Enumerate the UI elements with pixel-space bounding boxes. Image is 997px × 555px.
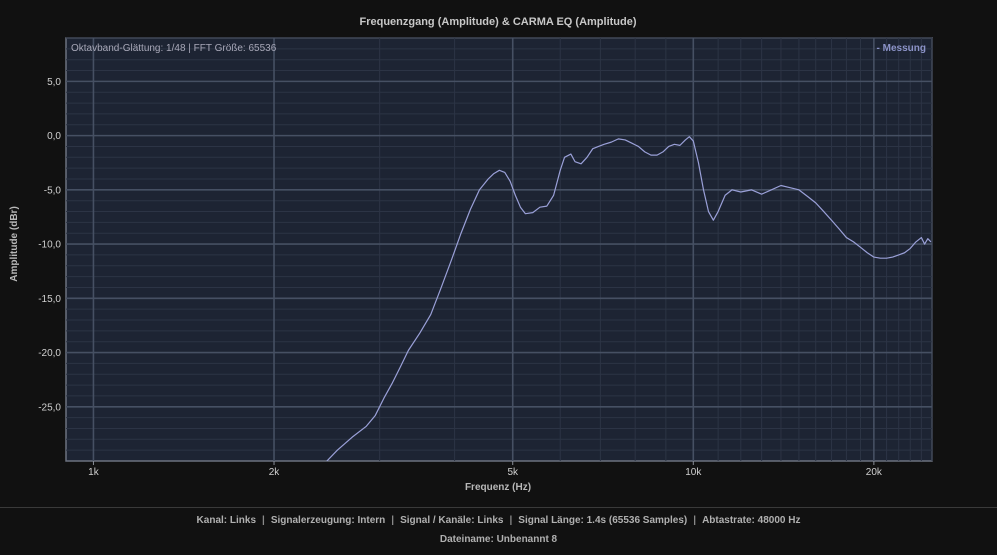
status-signal-channels: Signal / Kanäle: Links	[400, 515, 504, 526]
x-tick-label: 5k	[507, 467, 519, 478]
status-signal-generation: Signalerzeugung: Intern	[270, 515, 386, 526]
y-tick-label: 5,0	[47, 77, 61, 88]
y-axis-ticks: 5,0 0,0 -5,0 -10,0 -15,0 -20,0 -25,0	[38, 77, 61, 413]
frequency-response-chart: Frequenzgang (Amplitude) & CARMA EQ (Amp…	[9, 16, 933, 493]
chart-title: Frequenzgang (Amplitude) & CARMA EQ (Amp…	[359, 16, 636, 28]
y-tick-label: -25,0	[38, 402, 61, 413]
separator: |	[262, 515, 265, 526]
separator: |	[509, 515, 513, 526]
trace-layer	[326, 136, 932, 461]
status-signal-length: Signal Länge: 1.4s (65536 Samples)	[518, 515, 688, 526]
x-tick-label: 20k	[866, 467, 883, 478]
status-channel: Kanal: Links	[196, 515, 257, 526]
legend-entry-messung[interactable]: - Messung	[877, 43, 926, 54]
major-grid	[66, 38, 932, 461]
separator: |	[391, 515, 395, 526]
minor-grid	[66, 37, 933, 461]
plot-area[interactable]	[65, 37, 933, 462]
status-info-line: Kanal: Links | Signalerzeugung: Intern | Sig…	[0, 515, 997, 526]
x-axis-ticks: 1k 2k 5k 10k 20k	[88, 461, 883, 478]
y-axis-label: Amplitude (dBr)	[9, 206, 20, 282]
x-axis-label: Frequenz (Hz)	[465, 482, 531, 493]
y-tick-label: -10,0	[38, 240, 61, 251]
x-tick-label: 10k	[685, 467, 702, 478]
separator: |	[693, 515, 697, 526]
y-tick-label: -15,0	[38, 294, 61, 305]
x-tick-label: 1k	[88, 467, 100, 478]
series-line-messung	[326, 136, 932, 461]
status-filename: Dateiname: Unbenannt 8	[439, 534, 558, 545]
footer-divider	[0, 507, 997, 508]
x-tick-label: 2k	[269, 467, 281, 478]
status-sample-rate: Abtastrate: 48000 Hz	[702, 515, 801, 526]
smoothing-annotation: Oktavband-Glättung: 1/48 | FFT Größe: 65…	[71, 43, 277, 54]
y-tick-label: -5,0	[44, 185, 62, 196]
y-tick-label: -20,0	[38, 348, 61, 359]
y-tick-label: 0,0	[47, 131, 61, 142]
